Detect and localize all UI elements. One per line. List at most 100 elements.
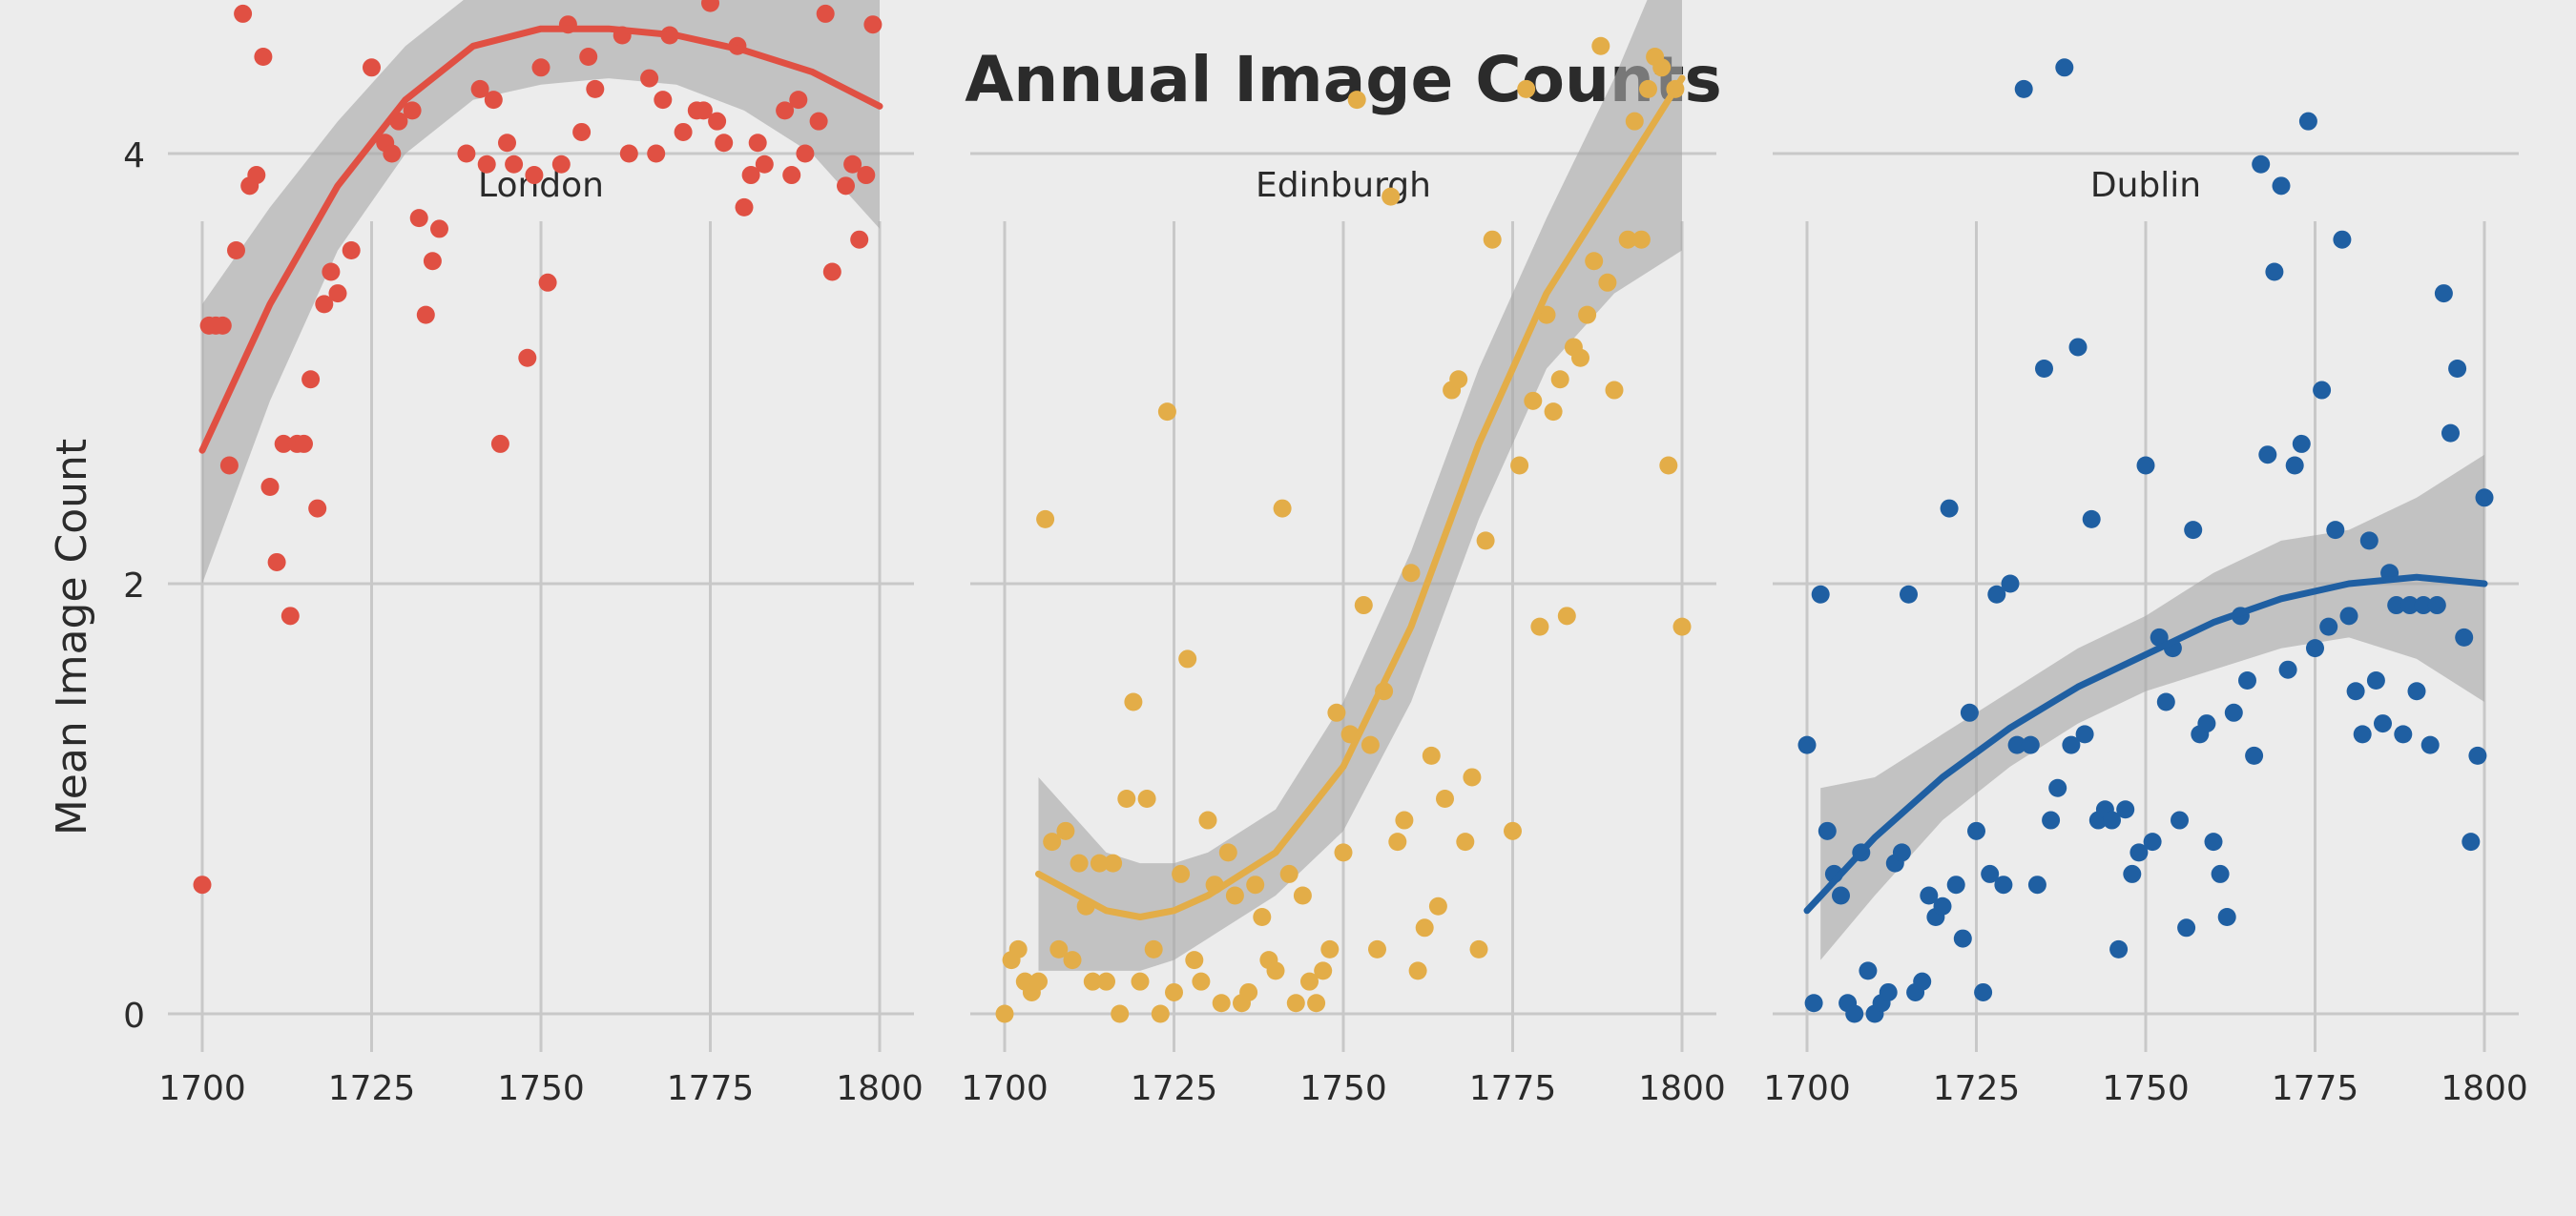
data-point [2353,725,2372,744]
data-point [843,155,862,174]
data-point [1920,886,1939,905]
data-point [423,252,442,271]
data-point [1652,58,1672,77]
data-point [2197,714,2216,733]
data-point [816,4,835,23]
data-point [776,101,795,120]
data-point [2272,176,2291,196]
data-point [403,101,422,120]
data-point [1510,456,1529,475]
data-point [2339,607,2358,626]
data-point [1347,91,1366,110]
data-point [2001,574,2020,593]
data-point [2035,360,2053,378]
data-point [1483,230,1502,249]
data-point [1408,961,1427,980]
x-tick-label: 1800 [2441,1069,2528,1108]
data-point [1036,509,1055,528]
data-point [1832,886,1850,905]
data-point [674,122,693,141]
data-point [430,219,448,238]
data-point [586,79,605,98]
data-point [1631,230,1651,249]
confidence-band [1038,0,1682,971]
x-tick-label: 1725 [1933,1069,2021,1108]
data-point [247,166,266,185]
data-point [551,155,571,174]
data-point [735,197,754,216]
data-point [1212,994,1231,1013]
data-point [1517,79,1536,98]
data-point [1104,854,1123,873]
data-point [2068,338,2088,357]
data-point [2278,660,2297,679]
data-point [2027,876,2046,895]
data-point [1953,929,1972,948]
data-point [280,607,300,626]
data-point [1591,36,1610,55]
facet-label: Dublin [2090,166,2201,205]
data-point [1279,864,1298,883]
data-point [701,0,719,12]
data-point [2407,682,2426,701]
data-point [219,456,239,475]
data-point [2143,833,2162,852]
data-point [301,370,321,389]
data-point [2021,735,2040,754]
y-axis-label: Mean Image Count [48,439,96,835]
data-point [1225,886,1244,905]
data-point [1946,876,1965,895]
data-point [1137,790,1156,808]
data-point [572,122,592,141]
data-point [755,155,774,174]
trend-line [198,25,883,454]
data-point [2204,833,2223,852]
data-point [2123,864,2142,883]
data-point [1940,499,1959,518]
chart-title: Annual Image Counts [965,43,1722,116]
data-point [1476,531,1495,550]
x-tick-label: 1775 [2272,1069,2359,1108]
data-point [2177,918,2196,938]
data-point [1049,939,1069,958]
data-point [274,434,293,453]
data-point [2448,360,2467,378]
data-point [383,144,402,163]
data-point [654,91,673,110]
data-point [2007,735,2026,754]
data-point [822,262,841,281]
data-point [1598,273,1617,292]
data-point [505,155,524,174]
data-point [1151,1004,1170,1023]
data-point [2366,670,2385,690]
data-point [1463,768,1482,787]
x-tick-label: 1800 [836,1069,924,1108]
data-point [2062,735,2081,754]
data-point [295,434,313,453]
data-point [457,144,476,163]
data-point [1550,370,1569,389]
data-point [2468,746,2487,765]
data-point [1436,790,1454,808]
data-point [2042,811,2061,830]
data-point [1178,649,1197,669]
data-point [1008,939,1028,958]
data-point [2285,456,2304,475]
data-point [322,262,341,281]
data-point [2333,230,2352,249]
data-point [1043,833,1062,852]
data-point [1246,876,1265,895]
data-point [1111,1004,1130,1023]
data-point [2420,735,2440,754]
data-point [1659,456,1678,475]
data-point [1960,703,1979,722]
data-point [2441,423,2460,443]
data-point [1131,972,1150,991]
x-tick-label: 1700 [158,1069,246,1108]
data-point [2306,639,2324,658]
data-point [2075,725,2094,744]
data-point [1293,886,1312,905]
data-point [2150,628,2169,647]
data-point [1859,961,1878,980]
data-point [1639,79,1657,98]
